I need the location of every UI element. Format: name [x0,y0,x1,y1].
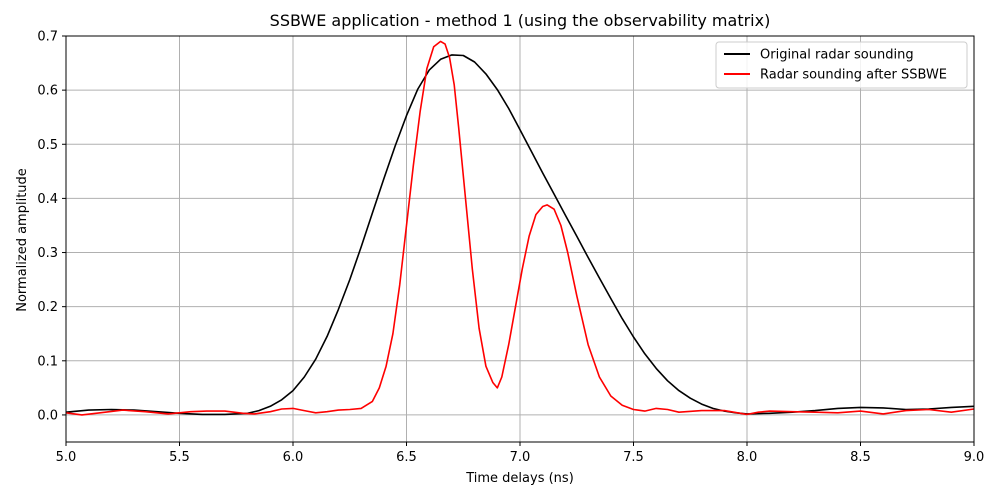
x-tick-label: 5.5 [169,450,190,465]
x-axis: 5.0 5.5 6.0 6.5 7.0 7.5 8.0 8.5 9.0 [56,442,985,465]
x-tick-label: 7.5 [623,450,644,465]
legend-box [715,41,968,89]
x-tick-label: 6.5 [396,450,417,465]
y-tick-label: 0.1 [37,354,58,369]
y-tick-label: 0.7 [37,30,58,45]
series-line-2 [65,40,975,416]
y-tick-label: 0.0 [37,408,58,423]
legend-entry-2: Radar sounding after SSBWE [760,68,947,83]
y-tick-label: 0.5 [37,138,58,153]
x-tick-label: 7.0 [510,450,531,465]
x-tick-label: 5.0 [56,450,77,465]
x-tick-label: 8.5 [850,450,871,465]
x-tick-label: 6.0 [283,450,304,465]
y-tick-label: 0.3 [37,246,58,261]
series-layer [65,40,975,416]
legend-entry-1: Original radar sounding [760,48,914,63]
y-tick-label: 0.6 [37,84,58,99]
x-axis-label: Time delays (ns) [465,471,574,486]
y-tick-label: 0.2 [37,300,58,315]
y-axis: 0.0 0.1 0.2 0.3 0.4 0.5 0.6 0.7 [37,30,66,423]
legend: Original radar sounding Radar sounding af… [715,41,968,89]
x-tick-label: 8.0 [737,450,758,465]
y-axis-label: Normalized amplitude [15,168,30,312]
y-tick-label: 0.4 [37,192,58,207]
x-tick-label: 9.0 [964,450,985,465]
chart-title: SSBWE application - method 1 (using the … [270,11,771,30]
